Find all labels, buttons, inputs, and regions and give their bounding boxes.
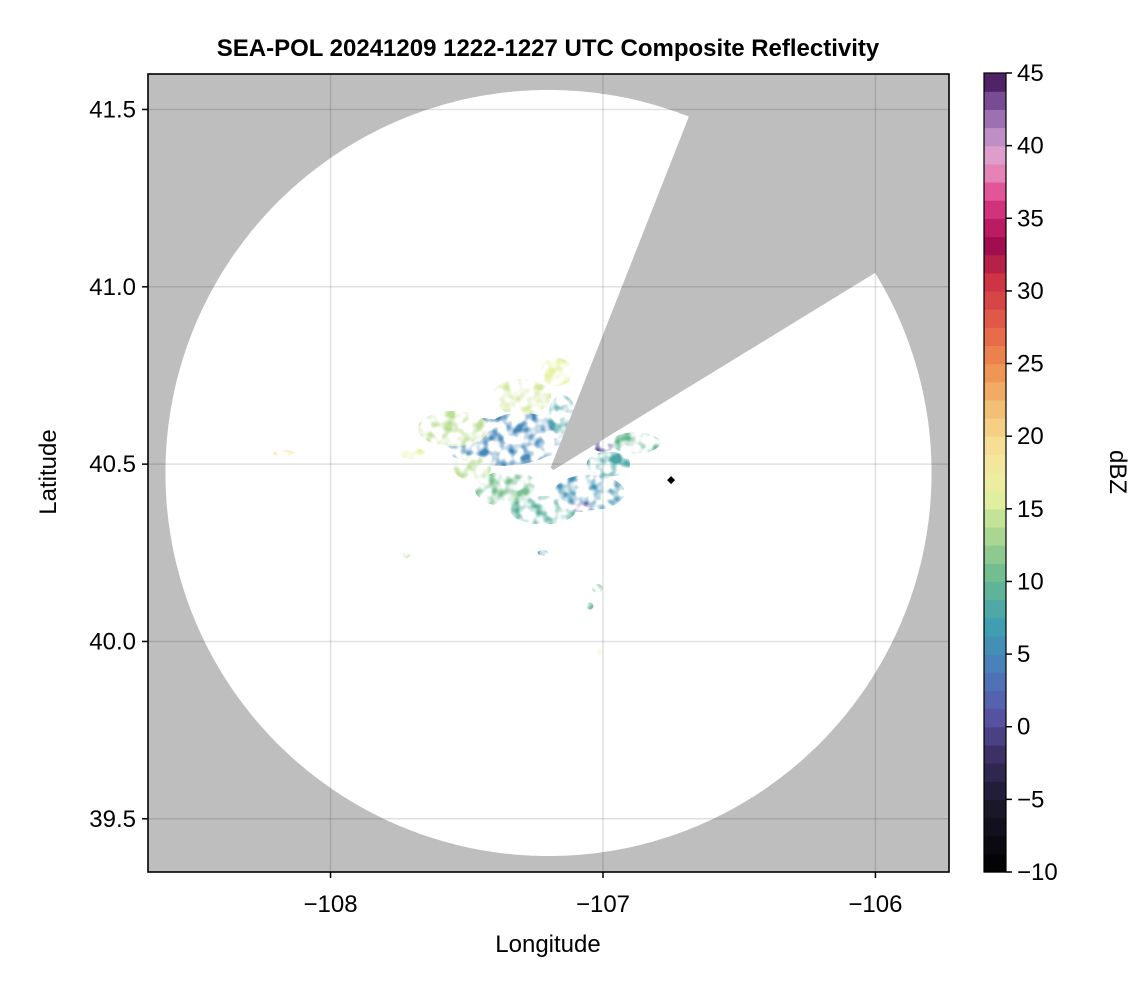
colorbar-step xyxy=(984,672,1006,692)
colorbar-step xyxy=(984,799,1006,819)
reflectivity-echo xyxy=(548,673,554,681)
reflectivity-echo xyxy=(586,451,631,477)
colorbar-step xyxy=(984,781,1006,800)
colorbar-step xyxy=(984,490,1006,510)
reflectivity-echo xyxy=(491,379,552,415)
plot-area xyxy=(148,74,949,872)
colorbar-step xyxy=(984,436,1006,455)
colorbar-step xyxy=(984,635,1006,655)
reflectivity-echo xyxy=(611,432,661,454)
reflectivity-echo xyxy=(597,648,603,656)
reflectivity-echoes xyxy=(273,357,661,681)
x-tick-label: −108 xyxy=(304,891,358,918)
colorbar-step xyxy=(984,726,1006,746)
colorbar-step xyxy=(984,363,1006,383)
colorbar-step xyxy=(984,454,1006,474)
colorbar-step xyxy=(984,744,1006,764)
colorbar-tick-label: 5 xyxy=(1017,641,1030,668)
colorbar-tick-label: 0 xyxy=(1017,714,1030,741)
colorbar-step xyxy=(984,200,1006,219)
y-tick-label: 41.0 xyxy=(89,274,136,301)
colorbar-step xyxy=(984,545,1006,564)
reflectivity-echo xyxy=(585,602,594,610)
reflectivity-echo xyxy=(540,357,574,387)
colorbar-step xyxy=(984,345,1006,365)
y-axis: 39.5 40.0 40.5 41.0 41.5 xyxy=(89,96,148,833)
reflectivity-echo xyxy=(402,547,411,559)
colorbar-tick-label: −10 xyxy=(1017,859,1058,886)
x-axis: −108 −107 −106 xyxy=(304,872,902,918)
colorbar-step xyxy=(984,817,1006,837)
colorbar-tick-label: 25 xyxy=(1017,351,1044,378)
colorbar-step xyxy=(984,508,1006,528)
colorbar-step xyxy=(984,163,1006,183)
colorbar-tick-label: 15 xyxy=(1017,496,1044,523)
colorbar-step xyxy=(984,127,1006,147)
colorbar-step xyxy=(984,254,1006,274)
reflectivity-echo xyxy=(592,584,603,593)
colorbar-step xyxy=(984,599,1006,619)
y-tick-label: 39.5 xyxy=(89,806,136,833)
y-tick-label: 41.5 xyxy=(89,96,136,123)
y-axis-label: Latitude xyxy=(35,429,62,514)
colorbar-step xyxy=(984,581,1006,601)
colorbar-step xyxy=(984,309,1006,328)
colorbar-frame xyxy=(983,72,1007,873)
colorbar: −10 −5 0 5 10 15 20 25 30 35 40 45 xyxy=(983,60,1058,886)
colorbar-step xyxy=(984,73,1006,92)
colorbar-step xyxy=(984,472,1006,492)
colorbar-step xyxy=(984,181,1006,201)
colorbar-step xyxy=(984,145,1006,165)
reflectivity-echo xyxy=(537,549,549,556)
colorbar-step xyxy=(984,853,1006,873)
colorbar-step xyxy=(984,654,1006,673)
y-tick-label: 40.5 xyxy=(89,451,136,478)
colorbar-tick-label: 40 xyxy=(1017,133,1044,160)
y-tick-label: 40.0 xyxy=(89,628,136,655)
colorbar-step xyxy=(984,399,1006,419)
colorbar-step xyxy=(984,617,1006,637)
chart-title: SEA-POL 20241209 1222-1227 UTC Composite… xyxy=(217,35,880,62)
reflectivity-echo xyxy=(510,496,576,525)
x-tick-label: −107 xyxy=(576,891,630,918)
reflectivity-echo xyxy=(417,410,489,447)
reflectivity-echo xyxy=(570,501,593,513)
colorbar-step xyxy=(984,708,1006,728)
colorbar-step xyxy=(984,272,1006,292)
colorbar-step xyxy=(984,690,1006,710)
colorbar-step xyxy=(984,91,1006,110)
gridlines xyxy=(148,74,949,872)
plot-frame xyxy=(147,73,950,873)
reflectivity-echo xyxy=(398,448,426,459)
colorbar-tick-label: 30 xyxy=(1017,278,1044,305)
colorbar-step xyxy=(984,236,1006,256)
reflectivity-echo xyxy=(553,474,625,511)
colorbar-step xyxy=(984,109,1006,129)
reflectivity-echo xyxy=(474,471,541,507)
colorbar-step xyxy=(984,563,1006,583)
radar-center-hole xyxy=(543,467,554,479)
colorbar-step xyxy=(984,835,1006,855)
x-tick-label: −106 xyxy=(848,891,902,918)
colorbar-tick-label: −5 xyxy=(1017,786,1044,813)
colorbar-step xyxy=(984,327,1006,346)
reflectivity-echo xyxy=(273,449,296,458)
reflectivity-echo xyxy=(453,455,492,481)
x-axis-label: Longitude xyxy=(495,931,600,958)
colorbar-step xyxy=(984,763,1006,782)
colorbar-step xyxy=(984,526,1006,546)
colorbar-tick-label: 35 xyxy=(1017,205,1044,232)
colorbar-step xyxy=(984,381,1006,401)
colorbar-label: dBZ xyxy=(1104,450,1131,494)
colorbar-step xyxy=(984,290,1006,310)
marker-diamond xyxy=(667,476,676,485)
colorbar-step xyxy=(984,218,1006,238)
reflectivity-echo xyxy=(592,441,614,452)
colorbar-tick-label: 45 xyxy=(1017,60,1044,87)
colorbar-step xyxy=(984,418,1006,437)
colorbar-tick-label: 10 xyxy=(1017,568,1044,595)
colorbar-tick-label: 20 xyxy=(1017,423,1044,450)
